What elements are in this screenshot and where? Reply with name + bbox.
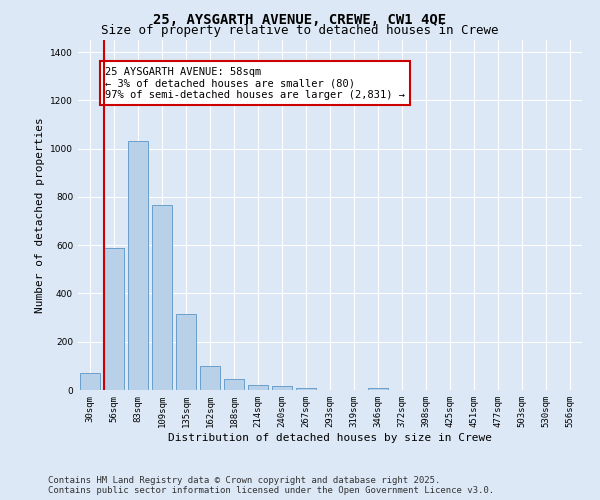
Y-axis label: Number of detached properties: Number of detached properties [35,117,44,313]
Bar [224,379,244,390]
Text: 25 AYSGARTH AVENUE: 58sqm
← 3% of detached houses are smaller (80)
97% of semi-d: 25 AYSGARTH AVENUE: 58sqm ← 3% of detach… [105,66,405,100]
Bar [272,386,292,390]
Bar [152,206,172,390]
Bar [176,314,196,390]
X-axis label: Distribution of detached houses by size in Crewe: Distribution of detached houses by size … [168,432,492,442]
Bar [248,384,268,390]
Bar [128,142,148,390]
Text: 25, AYSGARTH AVENUE, CREWE, CW1 4QE: 25, AYSGARTH AVENUE, CREWE, CW1 4QE [154,12,446,26]
Text: Contains HM Land Registry data © Crown copyright and database right 2025.
Contai: Contains HM Land Registry data © Crown c… [48,476,494,495]
Text: Size of property relative to detached houses in Crewe: Size of property relative to detached ho… [101,24,499,37]
Bar [80,373,100,390]
Bar [200,366,220,390]
Bar [296,388,316,390]
Bar [368,388,388,390]
Bar [104,248,124,390]
